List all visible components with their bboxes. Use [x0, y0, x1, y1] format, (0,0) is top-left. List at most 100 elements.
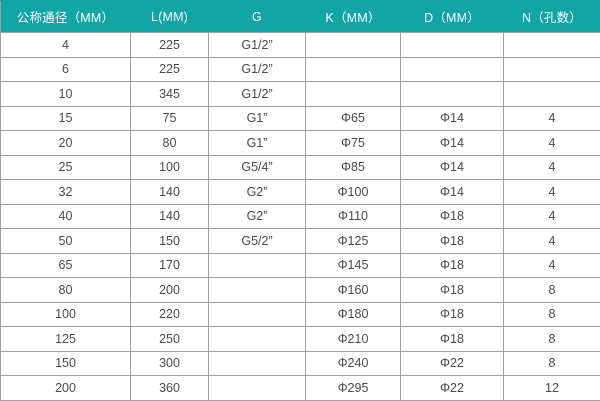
cell-nominal-diameter: 4 — [1, 33, 131, 58]
cell-nominal-diameter: 10 — [1, 82, 131, 107]
cell-n — [504, 57, 600, 82]
cell-n: 4 — [504, 131, 600, 156]
cell-length: 345 — [131, 82, 209, 107]
cell-length: 300 — [131, 351, 209, 376]
cell-length: 140 — [131, 180, 209, 205]
cell-nominal-diameter: 6 — [1, 57, 131, 82]
cell-d: Φ18 — [401, 278, 504, 303]
column-header-n-holes: N（孔数） — [504, 1, 600, 33]
cell-thread — [209, 302, 306, 327]
cell-thread — [209, 376, 306, 401]
cell-d: Φ14 — [401, 131, 504, 156]
cell-d: Φ14 — [401, 106, 504, 131]
cell-n: 4 — [504, 253, 600, 278]
cell-nominal-diameter: 15 — [1, 106, 131, 131]
cell-length: 225 — [131, 57, 209, 82]
table-row: 20 80 G1” Φ75 Φ14 4 — [1, 131, 600, 156]
cell-nominal-diameter: 20 — [1, 131, 131, 156]
table-row: 150 300 Φ240 Φ22 8 — [1, 351, 600, 376]
cell-k: Φ180 — [306, 302, 401, 327]
cell-k — [306, 82, 401, 107]
cell-k: Φ145 — [306, 253, 401, 278]
cell-d: Φ18 — [401, 229, 504, 254]
cell-thread — [209, 253, 306, 278]
cell-n: 8 — [504, 351, 600, 376]
cell-nominal-diameter: 25 — [1, 155, 131, 180]
table-row: 6 225 G1/2” — [1, 57, 600, 82]
cell-nominal-diameter: 65 — [1, 253, 131, 278]
cell-k — [306, 57, 401, 82]
cell-length: 170 — [131, 253, 209, 278]
cell-length: 150 — [131, 229, 209, 254]
table-row: 4 225 G1/2” — [1, 33, 600, 58]
cell-n: 8 — [504, 327, 600, 352]
cell-k: Φ110 — [306, 204, 401, 229]
cell-k: Φ100 — [306, 180, 401, 205]
column-header-thread: G — [209, 1, 306, 33]
cell-d: Φ22 — [401, 351, 504, 376]
cell-d: Φ18 — [401, 302, 504, 327]
cell-nominal-diameter: 50 — [1, 229, 131, 254]
cell-k: Φ65 — [306, 106, 401, 131]
cell-k: Φ160 — [306, 278, 401, 303]
cell-n: 4 — [504, 180, 600, 205]
cell-thread: G5/2” — [209, 229, 306, 254]
cell-d: Φ18 — [401, 204, 504, 229]
cell-n: 8 — [504, 278, 600, 303]
cell-thread — [209, 327, 306, 352]
cell-length: 75 — [131, 106, 209, 131]
table-row: 125 250 Φ210 Φ18 8 — [1, 327, 600, 352]
cell-n: 4 — [504, 204, 600, 229]
cell-length: 225 — [131, 33, 209, 58]
cell-n — [504, 82, 600, 107]
table-row: 50 150 G5/2” Φ125 Φ18 4 — [1, 229, 600, 254]
cell-k: Φ75 — [306, 131, 401, 156]
cell-nominal-diameter: 40 — [1, 204, 131, 229]
cell-thread: G2” — [209, 204, 306, 229]
table-header: 公称通径（MM） L(MM) G K（MM） D（MM） N（孔数） — [1, 1, 600, 33]
cell-thread — [209, 351, 306, 376]
cell-k: Φ85 — [306, 155, 401, 180]
cell-d: Φ18 — [401, 253, 504, 278]
cell-length: 360 — [131, 376, 209, 401]
cell-d — [401, 57, 504, 82]
cell-k: Φ295 — [306, 376, 401, 401]
cell-length: 140 — [131, 204, 209, 229]
cell-nominal-diameter: 100 — [1, 302, 131, 327]
cell-thread: G5/4” — [209, 155, 306, 180]
cell-nominal-diameter: 125 — [1, 327, 131, 352]
cell-thread: G1” — [209, 131, 306, 156]
cell-d: Φ18 — [401, 327, 504, 352]
column-header-d: D（MM） — [401, 1, 504, 33]
cell-d — [401, 82, 504, 107]
cell-n — [504, 33, 600, 58]
cell-k: Φ125 — [306, 229, 401, 254]
cell-d: Φ14 — [401, 180, 504, 205]
column-header-k: K（MM） — [306, 1, 401, 33]
cell-thread: G2” — [209, 180, 306, 205]
cell-thread: G1/2” — [209, 57, 306, 82]
table-row: 40 140 G2” Φ110 Φ18 4 — [1, 204, 600, 229]
cell-n: 12 — [504, 376, 600, 401]
table-row: 80 200 Φ160 Φ18 8 — [1, 278, 600, 303]
table-body: 4 225 G1/2” 6 225 G1/2” 10 345 G1/2” 15 … — [1, 33, 600, 401]
cell-n: 4 — [504, 155, 600, 180]
column-header-nominal-diameter: 公称通径（MM） — [1, 1, 131, 33]
cell-n: 4 — [504, 106, 600, 131]
table-row: 15 75 G1” Φ65 Φ14 4 — [1, 106, 600, 131]
cell-d: Φ22 — [401, 376, 504, 401]
cell-d — [401, 33, 504, 58]
cell-d: Φ14 — [401, 155, 504, 180]
cell-nominal-diameter: 80 — [1, 278, 131, 303]
cell-k — [306, 33, 401, 58]
cell-length: 100 — [131, 155, 209, 180]
column-header-length: L(MM) — [131, 1, 209, 33]
cell-thread — [209, 278, 306, 303]
cell-thread: G1/2” — [209, 82, 306, 107]
cell-k: Φ240 — [306, 351, 401, 376]
table-row: 100 220 Φ180 Φ18 8 — [1, 302, 600, 327]
cell-length: 200 — [131, 278, 209, 303]
cell-length: 250 — [131, 327, 209, 352]
cell-nominal-diameter: 32 — [1, 180, 131, 205]
table-row: 10 345 G1/2” — [1, 82, 600, 107]
